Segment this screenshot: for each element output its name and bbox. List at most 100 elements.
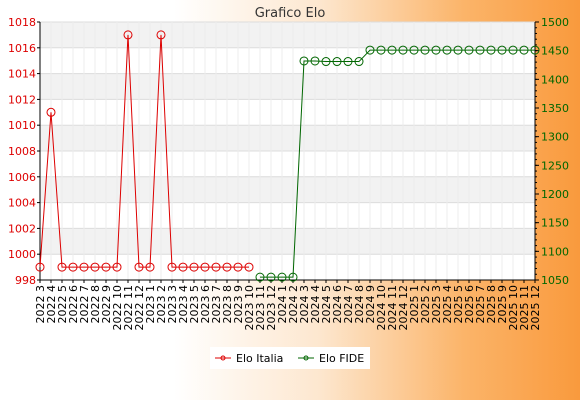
data-point [288,272,298,282]
data-point [90,262,100,272]
data-point [398,45,408,55]
x-tick-label: 2024 9 [364,285,377,324]
plot-band [40,22,535,48]
data-point [519,45,529,55]
left-tick-label: 1004 [8,197,36,210]
x-tick-label: 2025 7 [474,285,487,324]
data-point [277,272,287,282]
x-tick-label: 2025 10 [507,285,520,331]
x-tick-label: 2024 1 [276,285,289,324]
plot-band [40,151,535,177]
data-point [57,262,67,272]
data-point [321,57,331,67]
x-tick-label: 2025 3 [430,285,443,324]
x-tick-label: 2024 2 [287,285,300,324]
data-point [134,262,144,272]
data-point [244,262,254,272]
right-tick-label: 1400 [541,73,569,86]
x-tick-label: 2023 12 [265,285,278,331]
x-tick-label: 2024 11 [386,285,399,331]
data-point [145,262,155,272]
data-point [365,45,375,55]
right-tick-label: 1050 [541,274,569,287]
plot-band [40,99,535,126]
x-tick-label: 2023 1 [144,285,157,324]
x-tick-label: 2023 9 [232,285,245,324]
data-point [343,57,353,67]
x-tick-label: 2024 8 [353,285,366,324]
legend: Elo Italia Elo FIDE [210,347,370,369]
x-tick-label: 2023 8 [221,285,234,324]
x-tick-label: 2023 4 [177,285,190,324]
left-tick-label: 1010 [8,119,36,132]
data-point [200,262,210,272]
x-tick-label: 2022 11 [122,285,135,331]
x-tick-label: 2025 6 [463,285,476,324]
x-tick-label: 2025 12 [529,285,542,331]
plot-band [40,176,535,203]
legend-label-elo-fide: Elo FIDE [319,352,364,365]
x-tick-label: 2024 7 [342,285,355,324]
x-tick-label: 2022 10 [111,285,124,331]
right-tick-label: 1200 [541,188,569,201]
legend-box [210,347,370,369]
x-tick-label: 2022 7 [78,285,91,324]
x-tick-label: 2023 6 [199,285,212,324]
x-tick-label: 2024 12 [397,285,410,331]
x-tick-label: 2023 5 [188,285,201,324]
data-point [79,262,89,272]
data-point [68,262,78,272]
data-point [387,45,397,55]
data-point [101,262,111,272]
right-tick-label: 1100 [541,245,569,258]
series-line-0 [39,34,249,268]
data-point [255,272,265,282]
x-tick-label: 2025 11 [518,285,531,331]
right-tick-label: 1450 [541,45,569,58]
series-line-1 [260,49,535,278]
x-tick-label: 2025 5 [452,285,465,324]
left-tick-label: 1006 [8,171,36,184]
x-tick-label: 2022 12 [133,285,146,331]
chart-title: Grafico Elo [255,6,326,21]
data-point [233,262,243,272]
x-tick-label: 2024 6 [331,285,344,324]
left-tick-label: 998 [15,274,36,287]
legend-marker-dot [303,355,309,361]
data-point [299,56,309,66]
left-tick-label: 1008 [8,145,36,158]
series-layer [35,30,540,282]
data-point [486,45,496,55]
plot-bands [40,22,535,280]
data-point [112,262,122,272]
data-point [123,30,133,40]
data-point [431,45,441,55]
plot-band [40,202,535,229]
plot-band [40,125,535,151]
data-point [46,107,56,117]
data-point [420,45,430,55]
data-point [442,45,452,55]
left-tick-label: 1016 [8,42,36,55]
left-tick-label: 1000 [8,248,36,261]
data-point [464,45,474,55]
x-tick-label: 2025 4 [441,285,454,324]
data-point [211,262,221,272]
right-tick-label: 1150 [541,217,569,230]
data-point [497,45,507,55]
data-point [376,45,386,55]
x-tick-label: 2025 2 [419,285,432,324]
x-tick-label: 2024 5 [320,285,333,324]
right-axis-ticks: 1050 1100 1150 1200 1250 1300 1350 1400 1450 1500 [535,16,569,287]
data-point [222,262,232,272]
x-tick-label: 2025 9 [496,285,509,324]
data-point [266,272,276,282]
legend-marker-dot [220,355,226,361]
data-point [310,56,320,66]
data-point [167,262,177,272]
data-point [354,57,364,67]
data-point [332,57,342,67]
